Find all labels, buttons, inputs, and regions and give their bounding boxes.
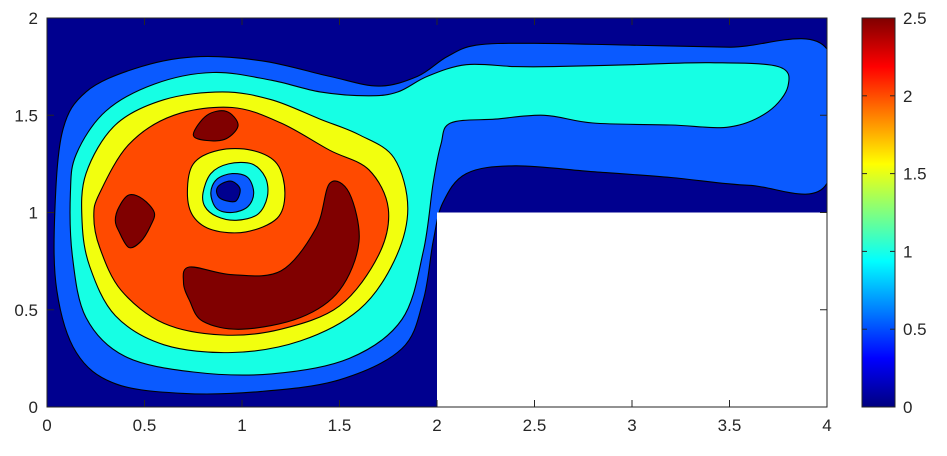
x-tick-label: 4 bbox=[822, 416, 831, 435]
x-axis-ticks: 0 0.5 1 1.5 2 2.5 3 3.5 4 bbox=[42, 18, 832, 435]
contour-regions bbox=[47, 18, 827, 407]
masked-region bbox=[437, 212, 827, 407]
colorbar-tick-label: 1.5 bbox=[903, 165, 927, 184]
y-tick-label: 1 bbox=[29, 204, 38, 223]
x-tick-label: 3.5 bbox=[718, 416, 742, 435]
colorbar-tick-label: 2 bbox=[903, 87, 912, 106]
contour-band-level-0 bbox=[215, 180, 241, 203]
colorbar-ticks: 0 0.5 1 1.5 2 2.5 bbox=[862, 9, 927, 417]
contour-band-level-5 bbox=[182, 180, 360, 330]
x-tick-label: 2.5 bbox=[523, 416, 547, 435]
y-tick-label: 0.5 bbox=[14, 301, 38, 320]
colorbar: 0 0.5 1 1.5 2 2.5 bbox=[861, 9, 927, 417]
colorbar-tick-label: 1 bbox=[903, 242, 912, 261]
colorbar-tick-label: 0 bbox=[903, 398, 912, 417]
x-tick-label: 3 bbox=[627, 416, 636, 435]
x-tick-label: 2 bbox=[432, 416, 441, 435]
colorbar-frame bbox=[861, 17, 896, 408]
y-tick-label: 2 bbox=[29, 9, 38, 28]
contour-band-level-5 bbox=[192, 110, 239, 142]
x-tick-label: 0.5 bbox=[133, 416, 157, 435]
contour-band-level-5 bbox=[114, 194, 156, 249]
colorbar-gradient bbox=[862, 18, 895, 407]
x-tick-label: 1 bbox=[237, 416, 246, 435]
colorbar-tick-label: 0.5 bbox=[903, 320, 927, 339]
y-axis-ticks: 0 0.5 1 1.5 2 bbox=[14, 9, 827, 417]
plot-area bbox=[47, 18, 827, 407]
colorbar-tick-label: 2.5 bbox=[903, 9, 927, 28]
x-tick-label: 0 bbox=[42, 416, 51, 435]
x-tick-label: 1.5 bbox=[328, 416, 352, 435]
y-tick-label: 1.5 bbox=[14, 106, 38, 125]
y-tick-label: 0 bbox=[29, 398, 38, 417]
